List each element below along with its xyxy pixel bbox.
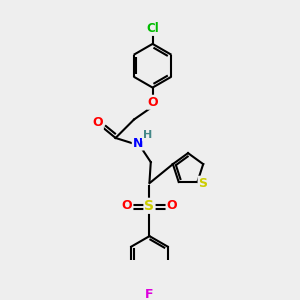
Text: Cl: Cl: [146, 22, 159, 35]
Text: O: O: [122, 199, 132, 212]
Text: F: F: [145, 288, 154, 300]
Text: H: H: [143, 130, 152, 140]
Text: O: O: [147, 96, 158, 109]
Text: S: S: [145, 199, 154, 213]
Text: N: N: [133, 136, 143, 150]
Text: S: S: [199, 177, 208, 190]
Text: O: O: [92, 116, 103, 129]
Text: O: O: [167, 199, 177, 212]
